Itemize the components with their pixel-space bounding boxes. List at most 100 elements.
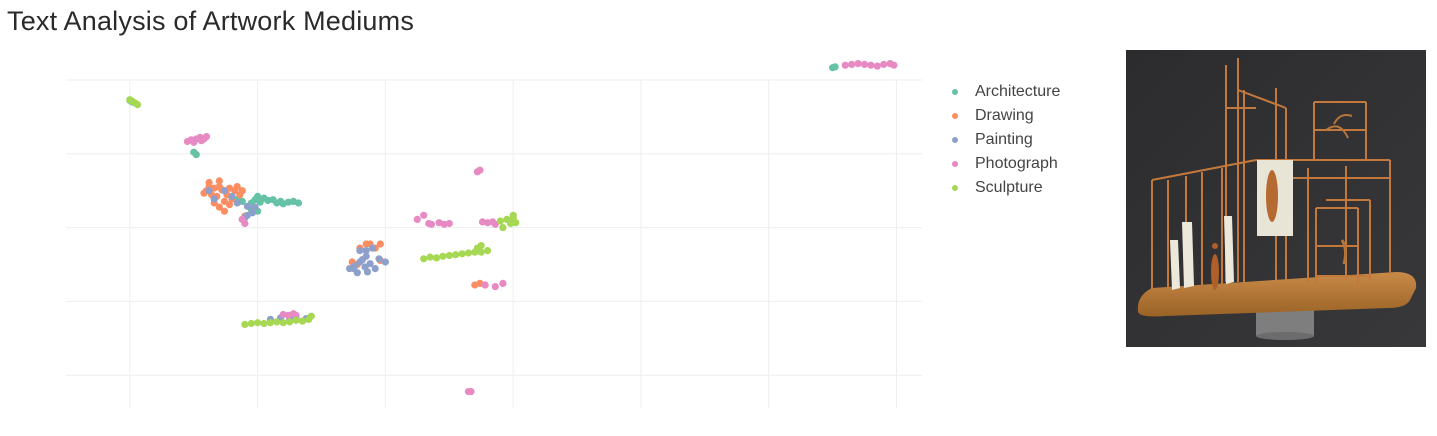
data-point-painting[interactable] (371, 265, 379, 273)
data-point-painting[interactable] (349, 265, 358, 273)
data-point-sculpture[interactable] (512, 219, 520, 227)
data-point-photograph[interactable] (202, 133, 211, 141)
data-point-photograph[interactable] (420, 211, 428, 219)
data-point-sculpture[interactable] (298, 317, 306, 325)
data-point-drawing[interactable] (238, 187, 246, 195)
data-point-painting[interactable] (205, 187, 213, 195)
data-point-painting[interactable] (381, 258, 389, 266)
data-point-drawing[interactable] (220, 207, 228, 215)
data-point-drawing[interactable] (215, 203, 223, 211)
legend-marker-icon (952, 185, 958, 191)
data-point-painting[interactable] (366, 260, 374, 268)
data-point-photograph[interactable] (476, 166, 484, 174)
data-point-drawing[interactable] (376, 240, 384, 248)
data-point-drawing[interactable] (205, 178, 213, 187)
data-point-painting[interactable] (210, 195, 218, 203)
data-point-sculpture[interactable] (292, 316, 300, 324)
data-point-photograph[interactable] (292, 311, 300, 319)
data-point-sculpture[interactable] (254, 319, 262, 327)
legend-label: Painting (975, 131, 1033, 148)
data-point-painting[interactable] (375, 255, 383, 263)
data-point-photograph[interactable] (467, 388, 475, 396)
data-point-sculpture[interactable] (445, 251, 453, 260)
data-point-painting[interactable] (356, 247, 364, 255)
data-point-photograph[interactable] (890, 61, 898, 69)
wire-sculpture-icon (1126, 50, 1426, 347)
legend-item-sculpture[interactable]: Sculpture (952, 176, 1060, 200)
data-point-photograph[interactable] (860, 60, 869, 68)
legend-item-photograph[interactable]: Photograph (952, 152, 1060, 176)
data-point-drawing[interactable] (362, 240, 370, 248)
data-point-sculpture[interactable] (484, 247, 492, 255)
data-point-sculpture[interactable] (279, 319, 287, 327)
data-point-painting[interactable] (362, 247, 370, 255)
data-point-painting[interactable] (363, 268, 372, 276)
data-point-photograph[interactable] (854, 60, 862, 68)
data-point-sculpture[interactable] (286, 318, 294, 326)
series-drawing[interactable] (200, 177, 489, 289)
data-point-painting[interactable] (243, 202, 251, 210)
series-sculpture[interactable] (126, 96, 520, 328)
legend-item-architecture[interactable]: Architecture (952, 80, 1060, 104)
data-point-photograph[interactable] (867, 61, 875, 69)
artwork-image (1126, 50, 1426, 347)
legend-marker-icon (952, 161, 958, 167)
data-point-drawing[interactable] (233, 183, 241, 191)
data-point-photograph[interactable] (841, 61, 849, 69)
data-point-drawing[interactable] (225, 201, 234, 209)
data-point-photograph[interactable] (848, 60, 856, 68)
chart-title: Text Analysis of Artwork Mediums (7, 6, 415, 36)
data-point-sculpture[interactable] (247, 319, 255, 328)
data-point-drawing[interactable] (215, 177, 223, 185)
data-point-photograph[interactable] (481, 281, 489, 289)
data-point-architecture[interactable] (192, 151, 200, 159)
legend-label: Photograph (975, 155, 1058, 172)
data-point-sculpture[interactable] (273, 318, 281, 326)
data-point-painting[interactable] (220, 187, 228, 195)
data-point-photograph[interactable] (197, 137, 205, 145)
data-point-sculpture[interactable] (266, 319, 274, 327)
data-point-photograph[interactable] (427, 220, 435, 228)
data-point-painting[interactable] (251, 203, 259, 211)
data-point-sculpture[interactable] (420, 255, 428, 263)
data-point-sculpture[interactable] (241, 320, 249, 328)
data-point-architecture[interactable] (254, 192, 262, 200)
legend[interactable]: Architecture Drawing Painting Photograph Scu… (952, 80, 1060, 200)
data-point-sculpture[interactable] (260, 319, 268, 328)
data-point-sculpture[interactable] (452, 251, 460, 259)
data-point-photograph[interactable] (873, 62, 881, 70)
series-painting[interactable] (205, 187, 390, 323)
scatter-points[interactable] (126, 60, 898, 396)
data-point-sculpture[interactable] (509, 211, 517, 219)
legend-marker-icon (952, 89, 958, 95)
data-point-painting[interactable] (228, 192, 236, 200)
legend-item-painting[interactable]: Painting (952, 128, 1060, 152)
data-point-photograph[interactable] (241, 219, 249, 228)
data-point-architecture[interactable] (831, 63, 839, 71)
data-point-painting[interactable] (369, 244, 377, 252)
legend-label: Drawing (975, 107, 1034, 124)
data-point-sculpture[interactable] (499, 224, 507, 232)
data-point-sculpture[interactable] (439, 252, 447, 260)
data-point-photograph[interactable] (491, 220, 499, 228)
data-point-photograph[interactable] (880, 60, 888, 68)
data-point-sculpture[interactable] (477, 242, 485, 250)
data-point-sculpture[interactable] (426, 253, 434, 261)
data-point-photograph[interactable] (445, 219, 453, 228)
data-point-sculpture[interactable] (307, 312, 315, 320)
legend-marker-icon (952, 113, 958, 119)
data-point-photograph[interactable] (413, 215, 421, 223)
series-photograph[interactable] (183, 60, 898, 396)
data-point-architecture[interactable] (294, 199, 303, 207)
legend-item-drawing[interactable]: Drawing (952, 104, 1060, 128)
data-point-painting[interactable] (358, 256, 366, 264)
data-point-photograph[interactable] (499, 279, 507, 287)
data-point-sculpture[interactable] (464, 249, 472, 257)
data-point-sculpture[interactable] (458, 250, 466, 258)
data-point-sculpture[interactable] (432, 254, 441, 262)
data-point-sculpture[interactable] (133, 101, 142, 109)
data-point-painting[interactable] (233, 199, 241, 207)
data-point-photograph[interactable] (491, 283, 499, 291)
data-point-sculpture[interactable] (496, 217, 504, 225)
